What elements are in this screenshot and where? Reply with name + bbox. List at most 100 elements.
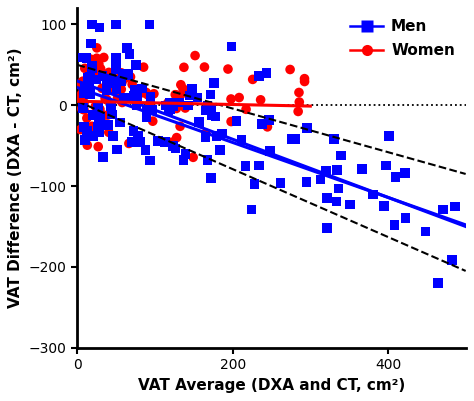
Point: [180, 64, 188, 71]
Point: [80, 90, 88, 97]
Point: [94, 104, 102, 111]
Point: [122, 75, 129, 81]
Point: [94, 144, 102, 150]
Point: [173, 105, 180, 112]
Point: [88, 123, 96, 130]
Point: [80, 124, 88, 130]
Point: [126, 51, 134, 57]
Legend: Men, Women: Men, Women: [344, 13, 461, 64]
Point: [81, 83, 88, 90]
Point: [114, 84, 121, 91]
Point: [277, 180, 284, 186]
Point: [113, 86, 120, 93]
Point: [451, 203, 459, 210]
Point: [255, 162, 263, 168]
Point: [146, 100, 154, 106]
Point: [392, 174, 400, 180]
Point: [125, 71, 132, 78]
Point: [79, 103, 87, 110]
Point: [188, 85, 196, 92]
Point: [258, 121, 265, 127]
Point: [381, 203, 388, 209]
Point: [104, 87, 112, 94]
Point: [78, 105, 85, 112]
Point: [179, 85, 187, 92]
Point: [144, 91, 152, 98]
Point: [134, 132, 141, 139]
Point: [102, 87, 110, 93]
Point: [166, 106, 174, 112]
Point: [140, 64, 147, 70]
Point: [189, 154, 197, 160]
Point: [97, 70, 104, 77]
Point: [142, 89, 150, 95]
Point: [109, 133, 117, 139]
Point: [174, 99, 182, 106]
Point: [104, 122, 111, 128]
Point: [138, 85, 146, 92]
Point: [120, 94, 128, 101]
Point: [207, 91, 214, 97]
Point: [96, 24, 103, 30]
Point: [210, 80, 218, 86]
Point: [191, 53, 199, 59]
Point: [173, 134, 181, 141]
Point: [140, 90, 147, 96]
Point: [95, 61, 103, 67]
Point: [194, 94, 201, 101]
Point: [84, 75, 92, 81]
Point: [104, 86, 112, 93]
Point: [103, 97, 110, 103]
Point: [88, 63, 96, 69]
Point: [98, 85, 106, 91]
Point: [109, 78, 117, 85]
Point: [83, 115, 91, 122]
Point: [337, 152, 345, 158]
Point: [182, 151, 189, 157]
Point: [208, 107, 215, 113]
Point: [323, 195, 330, 201]
Point: [84, 129, 92, 135]
Point: [92, 77, 100, 83]
Point: [346, 201, 354, 208]
Point: [301, 78, 309, 85]
Point: [93, 45, 100, 51]
Point: [257, 97, 264, 103]
Point: [83, 128, 91, 134]
Point: [133, 95, 140, 101]
Point: [184, 102, 192, 109]
Point: [175, 99, 183, 105]
Point: [201, 134, 209, 140]
Point: [238, 136, 246, 143]
Point: [131, 87, 139, 93]
Point: [104, 112, 111, 118]
Point: [317, 176, 325, 182]
Point: [242, 163, 249, 169]
X-axis label: VAT Average (DXA and CT, cm²): VAT Average (DXA and CT, cm²): [138, 378, 405, 393]
Point: [335, 185, 342, 192]
Point: [95, 129, 103, 136]
Point: [143, 113, 150, 120]
Point: [116, 75, 124, 81]
Point: [87, 40, 95, 47]
Point: [422, 229, 429, 235]
Point: [114, 95, 121, 101]
Point: [149, 106, 156, 113]
Point: [212, 113, 219, 120]
Point: [80, 107, 88, 113]
Point: [265, 117, 273, 124]
Point: [96, 106, 104, 112]
Point: [301, 75, 308, 82]
Point: [195, 119, 203, 125]
Point: [166, 100, 173, 106]
Point: [128, 139, 136, 145]
Point: [182, 105, 189, 111]
Point: [208, 175, 215, 181]
Point: [391, 222, 398, 228]
Point: [147, 94, 155, 100]
Point: [113, 146, 120, 153]
Point: [86, 74, 94, 80]
Point: [169, 143, 177, 150]
Point: [295, 99, 303, 105]
Point: [117, 78, 125, 84]
